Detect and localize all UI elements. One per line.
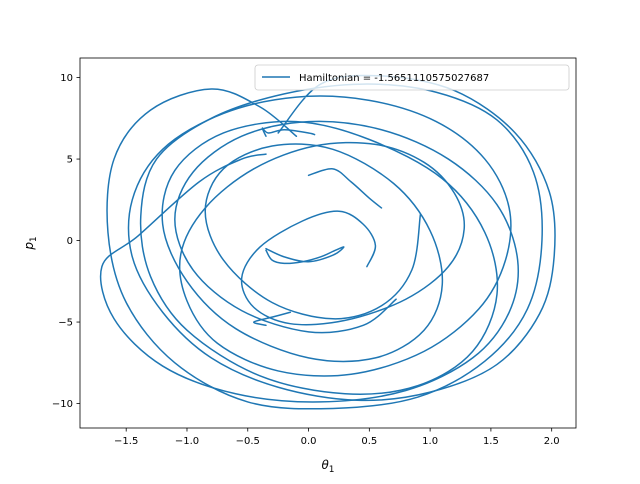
y-tick-label: 0 xyxy=(67,236,73,247)
series-line-segment xyxy=(99,120,519,403)
legend: Hamiltonian = -1.5651110575027687 xyxy=(254,64,570,91)
y-axis-label-subscript: 1 xyxy=(29,236,39,242)
x-tick-label: −0.5 xyxy=(236,436,260,447)
series-line-segment xyxy=(253,311,292,327)
x-axis-ticks: −1.5 −1.0 −0.5 0.0 0.5 1.0 1.5 2.0 xyxy=(114,428,560,447)
x-tick-label: −1.0 xyxy=(175,436,199,447)
legend-box xyxy=(254,64,570,91)
x-tick-label: 2.0 xyxy=(544,436,560,447)
x-tick-label: 1.0 xyxy=(422,436,438,447)
x-tick-label: 0.0 xyxy=(301,436,317,447)
x-axis-label-main: θ xyxy=(321,458,329,472)
series-lines xyxy=(99,74,556,410)
x-tick-label: −1.5 xyxy=(114,436,138,447)
y-tick-label: 5 xyxy=(67,155,73,166)
y-axis-ticks: −10 −5 0 5 10 xyxy=(52,73,80,410)
series-line-segment xyxy=(307,168,383,209)
series-line-segment xyxy=(127,74,556,402)
x-tick-label: 1.5 xyxy=(483,436,499,447)
series-line-segment xyxy=(265,246,345,265)
y-tick-label: −5 xyxy=(58,318,73,329)
x-tick-label: 0.5 xyxy=(361,436,377,447)
y-tick-label: −10 xyxy=(52,399,73,410)
y-axis-label-main: p xyxy=(22,242,36,251)
x-axis-label-subscript: 1 xyxy=(329,465,335,475)
series-line-segment xyxy=(261,127,316,137)
series-line-segment xyxy=(106,83,543,410)
legend-label: Hamiltonian = -1.5651110575027687 xyxy=(299,73,489,84)
y-axis-label: p1 xyxy=(22,236,39,250)
y-tick-label: 10 xyxy=(60,73,73,84)
x-axis-label: θ1 xyxy=(321,458,334,475)
plot-frame xyxy=(79,57,577,429)
